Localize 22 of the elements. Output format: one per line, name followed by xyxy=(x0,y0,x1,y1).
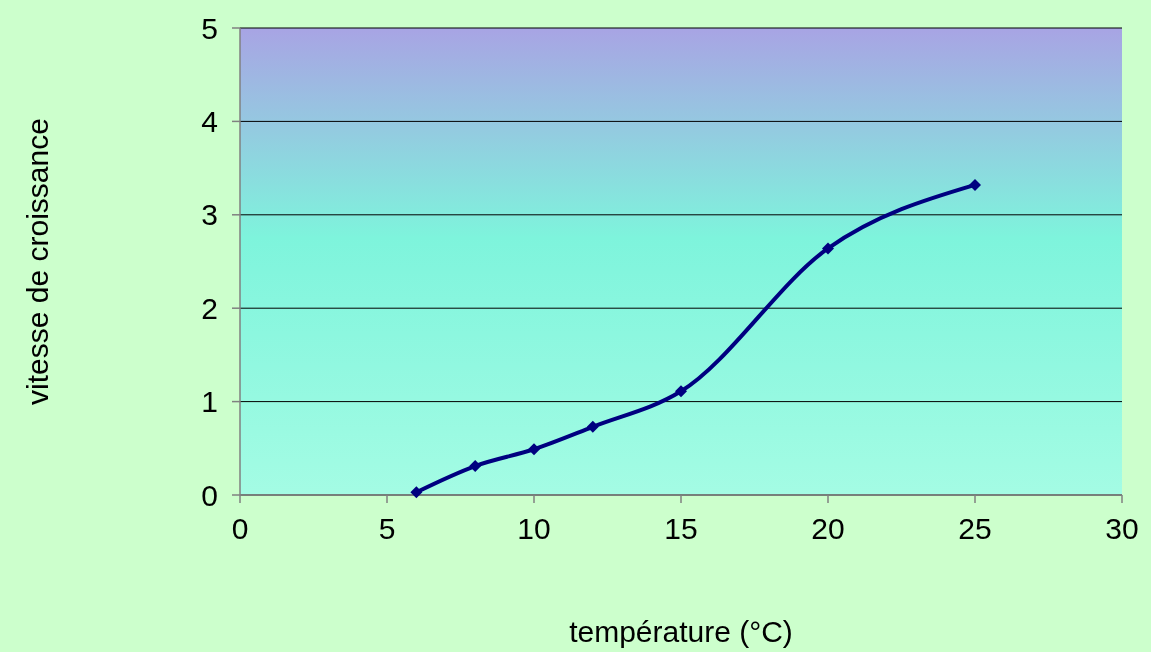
x-tick-label: 10 xyxy=(517,512,551,545)
y-tick-label: 0 xyxy=(201,478,218,512)
point xyxy=(410,486,423,499)
x-tick-label: 20 xyxy=(811,512,845,545)
x-tick-label: 15 xyxy=(664,512,698,545)
y-axis-title: vitesse de croissance xyxy=(21,118,54,405)
x-tick-label: 25 xyxy=(958,512,992,545)
point xyxy=(528,443,540,456)
y-tick-label: 1 xyxy=(201,385,218,419)
x-tick-label: 0 xyxy=(231,512,249,545)
y-tick-label: 5 xyxy=(201,11,218,45)
y-tick-label: 2 xyxy=(201,291,218,325)
x-axis-title: température (°C) xyxy=(569,615,793,648)
point xyxy=(586,420,599,433)
point xyxy=(969,178,981,191)
x-tick-label: 30 xyxy=(1105,512,1139,545)
point xyxy=(675,385,687,398)
x-tick-label: 5 xyxy=(378,512,396,545)
y-tick-label: 3 xyxy=(201,198,218,232)
y-tick-label: 4 xyxy=(201,104,218,138)
point xyxy=(822,242,834,255)
point xyxy=(469,460,482,473)
